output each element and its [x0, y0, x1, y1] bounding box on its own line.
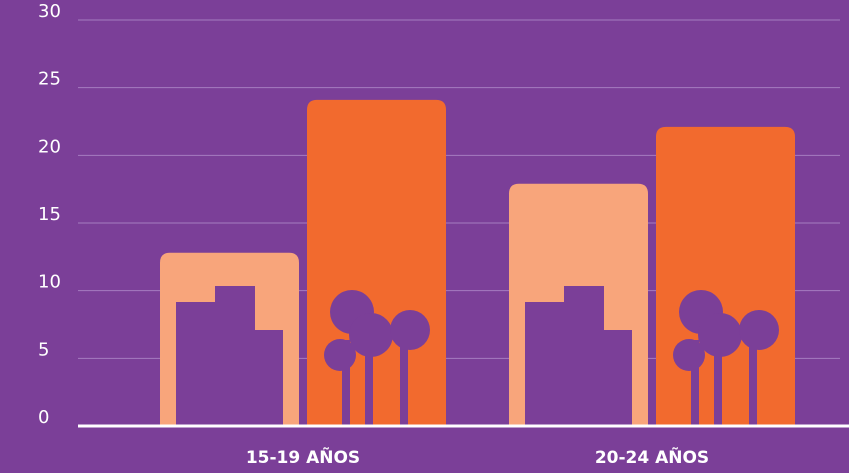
y-tick-label: 5: [38, 339, 49, 360]
y-tick-label: 30: [38, 1, 61, 22]
y-tick-label: 10: [38, 272, 61, 293]
y-tick-label: 0: [38, 407, 49, 428]
bar: [307, 99, 446, 426]
tree-icons: [324, 290, 779, 426]
y-tick-label: 20: [38, 136, 61, 157]
x-tick-label: 20-24 AÑOS: [595, 445, 709, 468]
trees: [324, 290, 430, 426]
buildings: [525, 286, 632, 426]
buildings: [176, 286, 283, 426]
bar: [656, 126, 795, 426]
y-tick-label: 15: [38, 204, 61, 225]
building-icons: [176, 286, 632, 426]
x-tick-label: 15-19 AÑOS: [246, 445, 360, 468]
trees: [673, 290, 779, 426]
y-tick-label: 25: [38, 69, 61, 90]
